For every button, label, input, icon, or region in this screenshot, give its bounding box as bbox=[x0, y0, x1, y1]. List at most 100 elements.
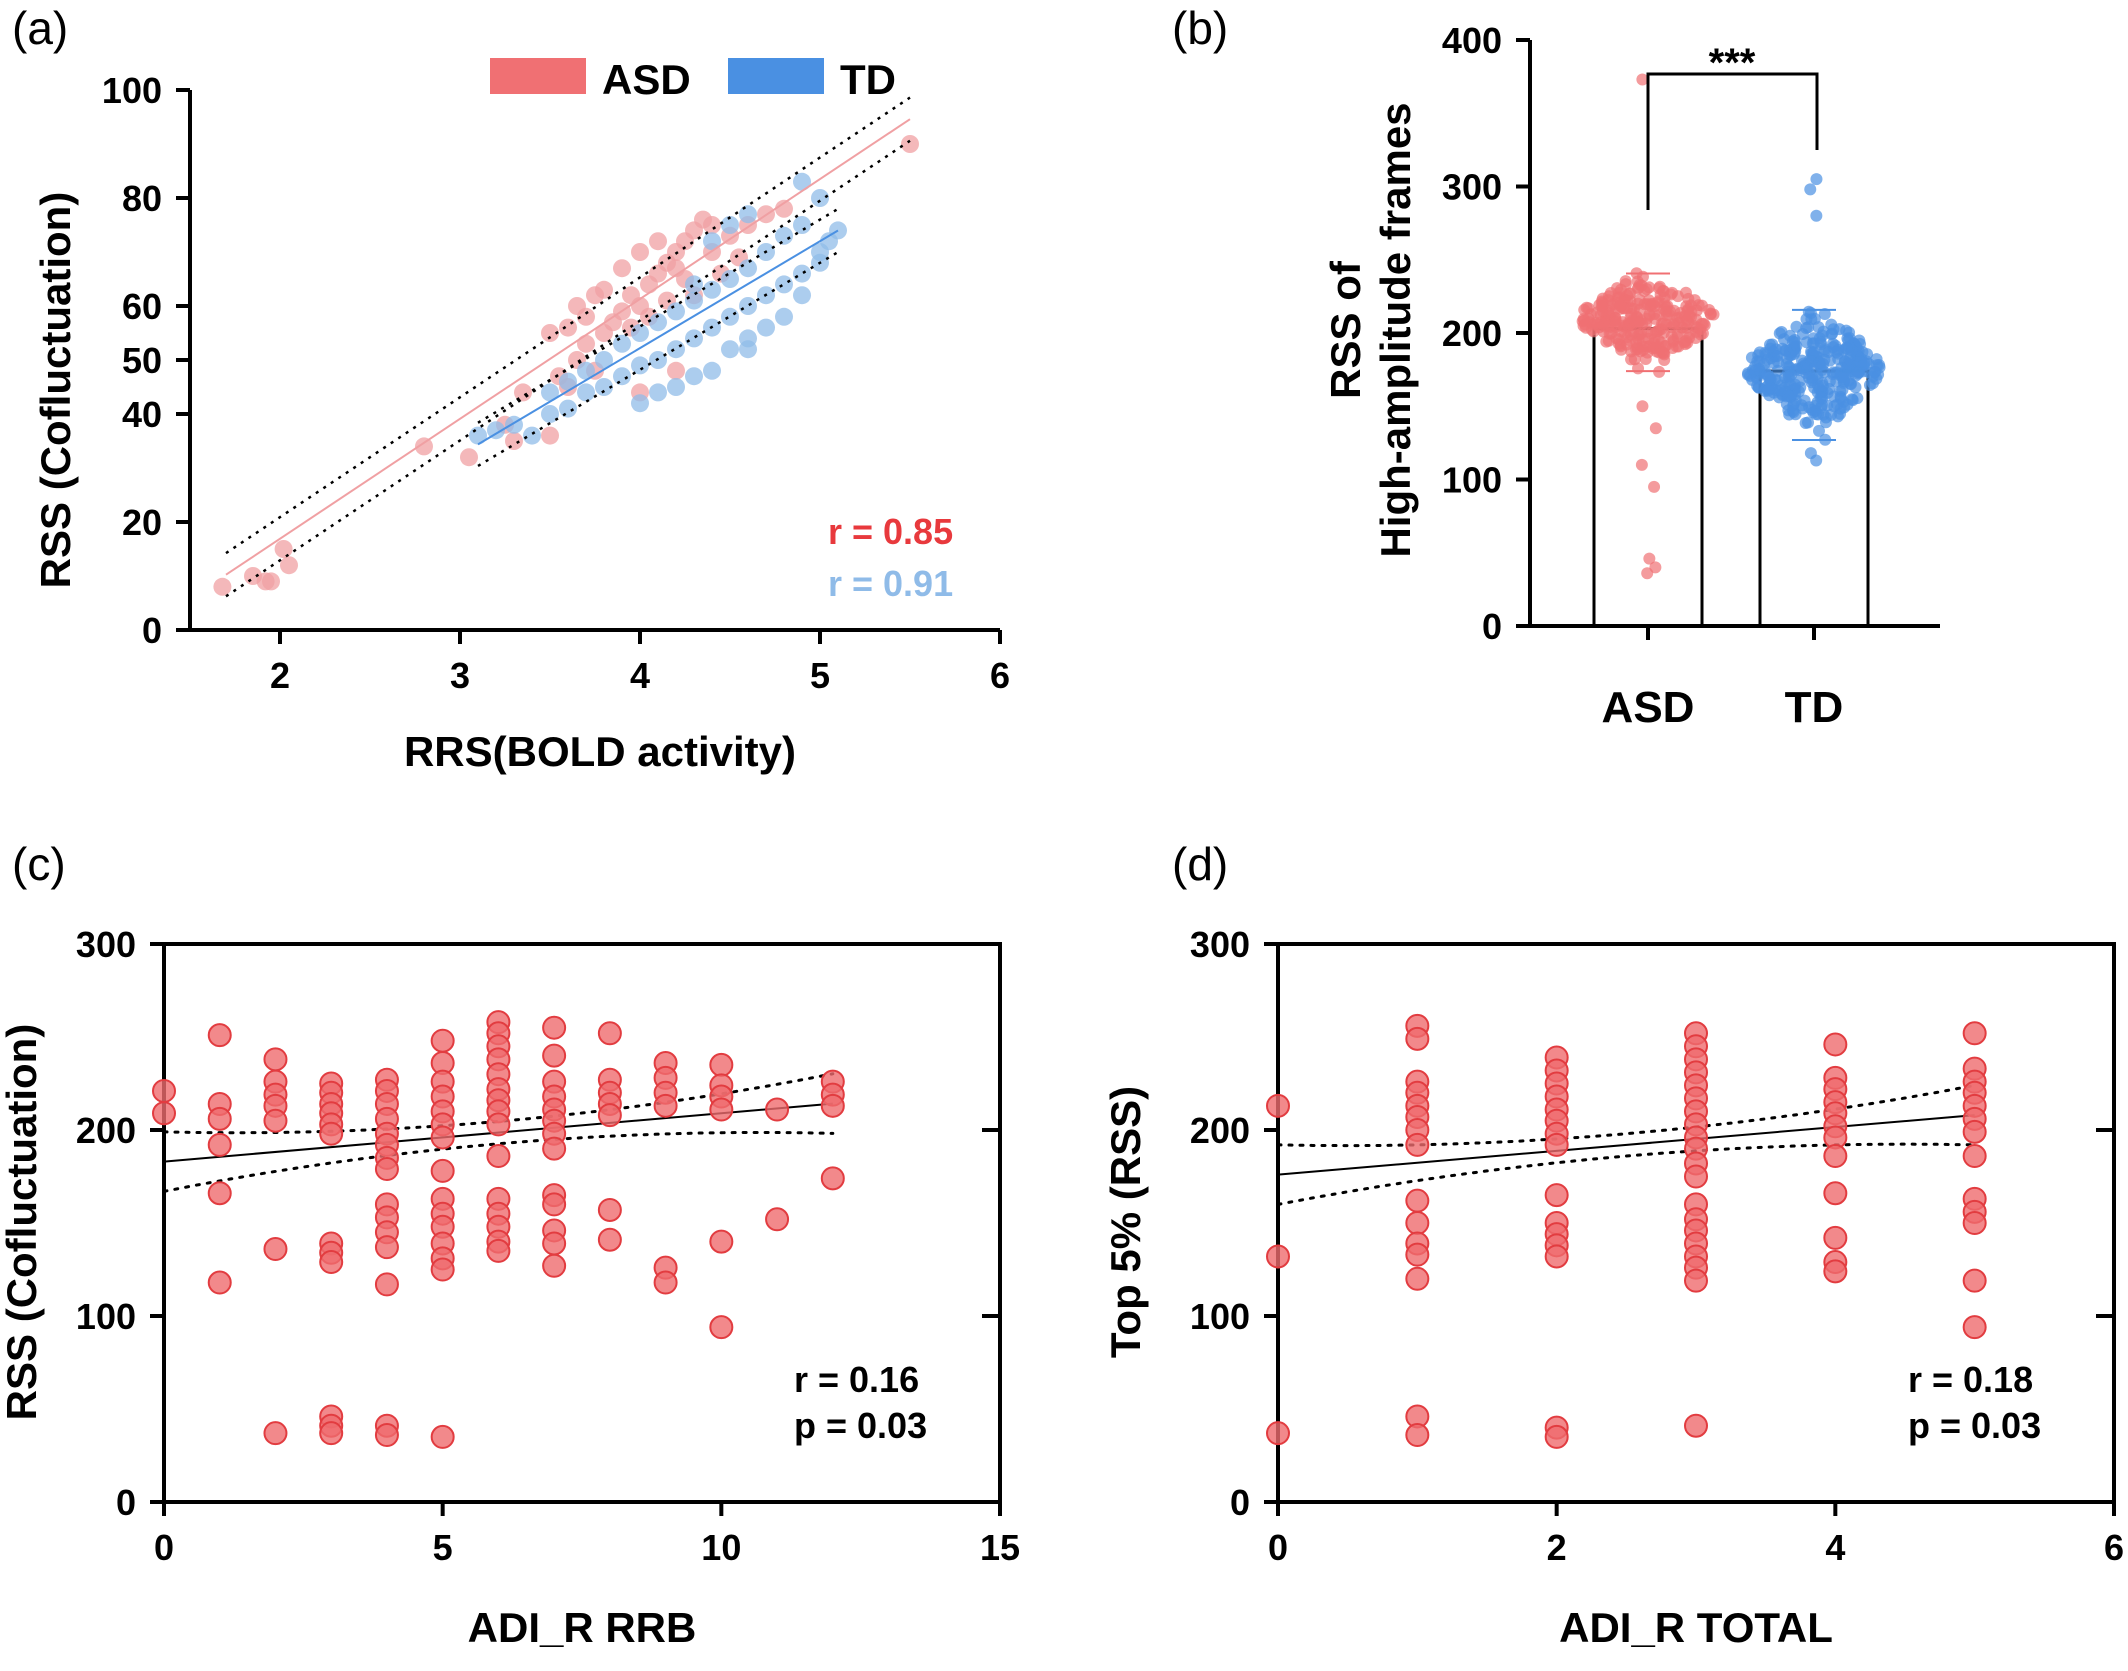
data-point bbox=[374, 1157, 399, 1182]
asd-point bbox=[262, 572, 280, 591]
td-point bbox=[631, 356, 649, 375]
data-point bbox=[430, 1158, 455, 1183]
asd-fit-line bbox=[225, 118, 911, 576]
td-point bbox=[1790, 320, 1803, 333]
panel-d-frame bbox=[1276, 942, 2116, 1504]
x-tick-label: 0 bbox=[154, 1527, 174, 1568]
td-point bbox=[1827, 323, 1840, 336]
y-tick-label: 40 bbox=[122, 394, 162, 435]
td-point bbox=[613, 367, 631, 386]
panel-c-ticks: 0 5 10 15 0 100 200 300 bbox=[76, 924, 1020, 1568]
panel-d-y-title: Top 5% (RSS) bbox=[1102, 1086, 1149, 1358]
asd-point bbox=[1602, 334, 1615, 347]
data-point bbox=[542, 1192, 567, 1217]
y-tick-label: 300 bbox=[1190, 924, 1250, 965]
data-point bbox=[1962, 1119, 1987, 1144]
td-point bbox=[595, 351, 613, 369]
asd-point bbox=[1643, 552, 1656, 565]
panel-c-r-value: r = 0.16 bbox=[794, 1359, 919, 1400]
td-point bbox=[811, 243, 829, 261]
asd-point bbox=[1679, 338, 1692, 351]
asd-point bbox=[274, 540, 293, 558]
panel-c: (c) 0 5 10 15 0 100 200 300 ADI_R RRB RSS (Cofl… bbox=[0, 838, 1020, 1651]
x-tick-label: 6 bbox=[990, 655, 1010, 696]
data-point bbox=[1266, 1093, 1290, 1118]
panel-b-y-title-line2: High-amplitude frames bbox=[1372, 102, 1419, 557]
panel-b-points bbox=[1576, 73, 1886, 580]
td-point bbox=[541, 405, 559, 423]
x-tick-label: 5 bbox=[810, 655, 830, 696]
confidence-band-line bbox=[477, 207, 839, 424]
td-point bbox=[1810, 173, 1823, 186]
data-point bbox=[486, 1144, 511, 1169]
x-tick-label: 2 bbox=[1547, 1527, 1567, 1568]
data-point bbox=[1823, 1181, 1848, 1206]
data-point bbox=[207, 1106, 232, 1131]
td-point bbox=[487, 421, 505, 440]
td-point bbox=[1830, 366, 1843, 379]
asd-point bbox=[901, 135, 919, 153]
td-point bbox=[1783, 371, 1796, 384]
x-tick-label: 3 bbox=[450, 655, 470, 696]
asd-point bbox=[541, 324, 559, 342]
asd-point bbox=[1625, 328, 1638, 341]
td-point bbox=[631, 394, 649, 413]
panel-d-ticks: 0 2 4 6 0 100 200 300 bbox=[1190, 924, 2124, 1568]
td-point bbox=[1810, 209, 1823, 222]
td-point bbox=[1771, 355, 1784, 368]
legend-label-td: TD bbox=[840, 56, 896, 103]
td-point bbox=[1800, 322, 1813, 335]
td-point bbox=[1811, 396, 1824, 409]
td-point bbox=[793, 264, 811, 283]
panel-c-points bbox=[152, 1010, 845, 1449]
data-point bbox=[1684, 1268, 1708, 1293]
asd-point bbox=[1672, 317, 1685, 330]
td-point bbox=[1804, 183, 1817, 196]
td-point bbox=[1836, 384, 1849, 397]
y-tick-label: 200 bbox=[1190, 1110, 1250, 1151]
x-tick-label: 4 bbox=[630, 655, 650, 696]
y-tick-label: 50 bbox=[122, 340, 162, 381]
td-point bbox=[1840, 342, 1853, 355]
asd-point bbox=[1635, 458, 1648, 471]
asd-point bbox=[1668, 304, 1681, 317]
asd-point bbox=[1612, 286, 1625, 299]
data-point bbox=[1405, 1266, 1430, 1291]
panel-c-letter: (c) bbox=[12, 838, 66, 890]
asd-point bbox=[1652, 282, 1665, 295]
td-point bbox=[1854, 355, 1867, 368]
asd-point bbox=[1658, 354, 1671, 367]
asd-point bbox=[1636, 73, 1649, 86]
data-point bbox=[1823, 1032, 1848, 1057]
td-point bbox=[613, 334, 631, 353]
data-point bbox=[1266, 1421, 1290, 1446]
td-point bbox=[1814, 336, 1827, 349]
asd-point bbox=[577, 334, 595, 353]
td-fit-line bbox=[477, 229, 839, 446]
confidence-band-line bbox=[162, 1130, 835, 1193]
y-tick-label: 200 bbox=[1442, 313, 1502, 354]
data-point bbox=[319, 1250, 344, 1275]
asd-point bbox=[1648, 480, 1661, 493]
td-point bbox=[703, 280, 721, 299]
asd-point bbox=[1624, 311, 1637, 324]
panel-d-letter: (d) bbox=[1172, 838, 1228, 890]
legend-label-asd: ASD bbox=[602, 56, 691, 103]
td-point bbox=[667, 302, 685, 321]
data-point bbox=[207, 1270, 232, 1295]
td-point bbox=[1802, 416, 1815, 429]
asd-point bbox=[1596, 300, 1609, 313]
data-point bbox=[207, 1181, 232, 1206]
asd-point bbox=[613, 259, 631, 278]
data-point bbox=[263, 1421, 288, 1446]
panel-c-y-title: RSS (Cofluctuation) bbox=[0, 1024, 45, 1421]
asd-point bbox=[1679, 286, 1692, 299]
td-point bbox=[1853, 334, 1866, 347]
td-point bbox=[685, 291, 703, 310]
td-point bbox=[1787, 399, 1800, 412]
significance-bracket bbox=[1646, 72, 1819, 210]
td-point bbox=[595, 378, 613, 396]
legend-swatch-asd bbox=[490, 58, 586, 94]
panel-b-category-td: TD bbox=[1785, 683, 1844, 732]
